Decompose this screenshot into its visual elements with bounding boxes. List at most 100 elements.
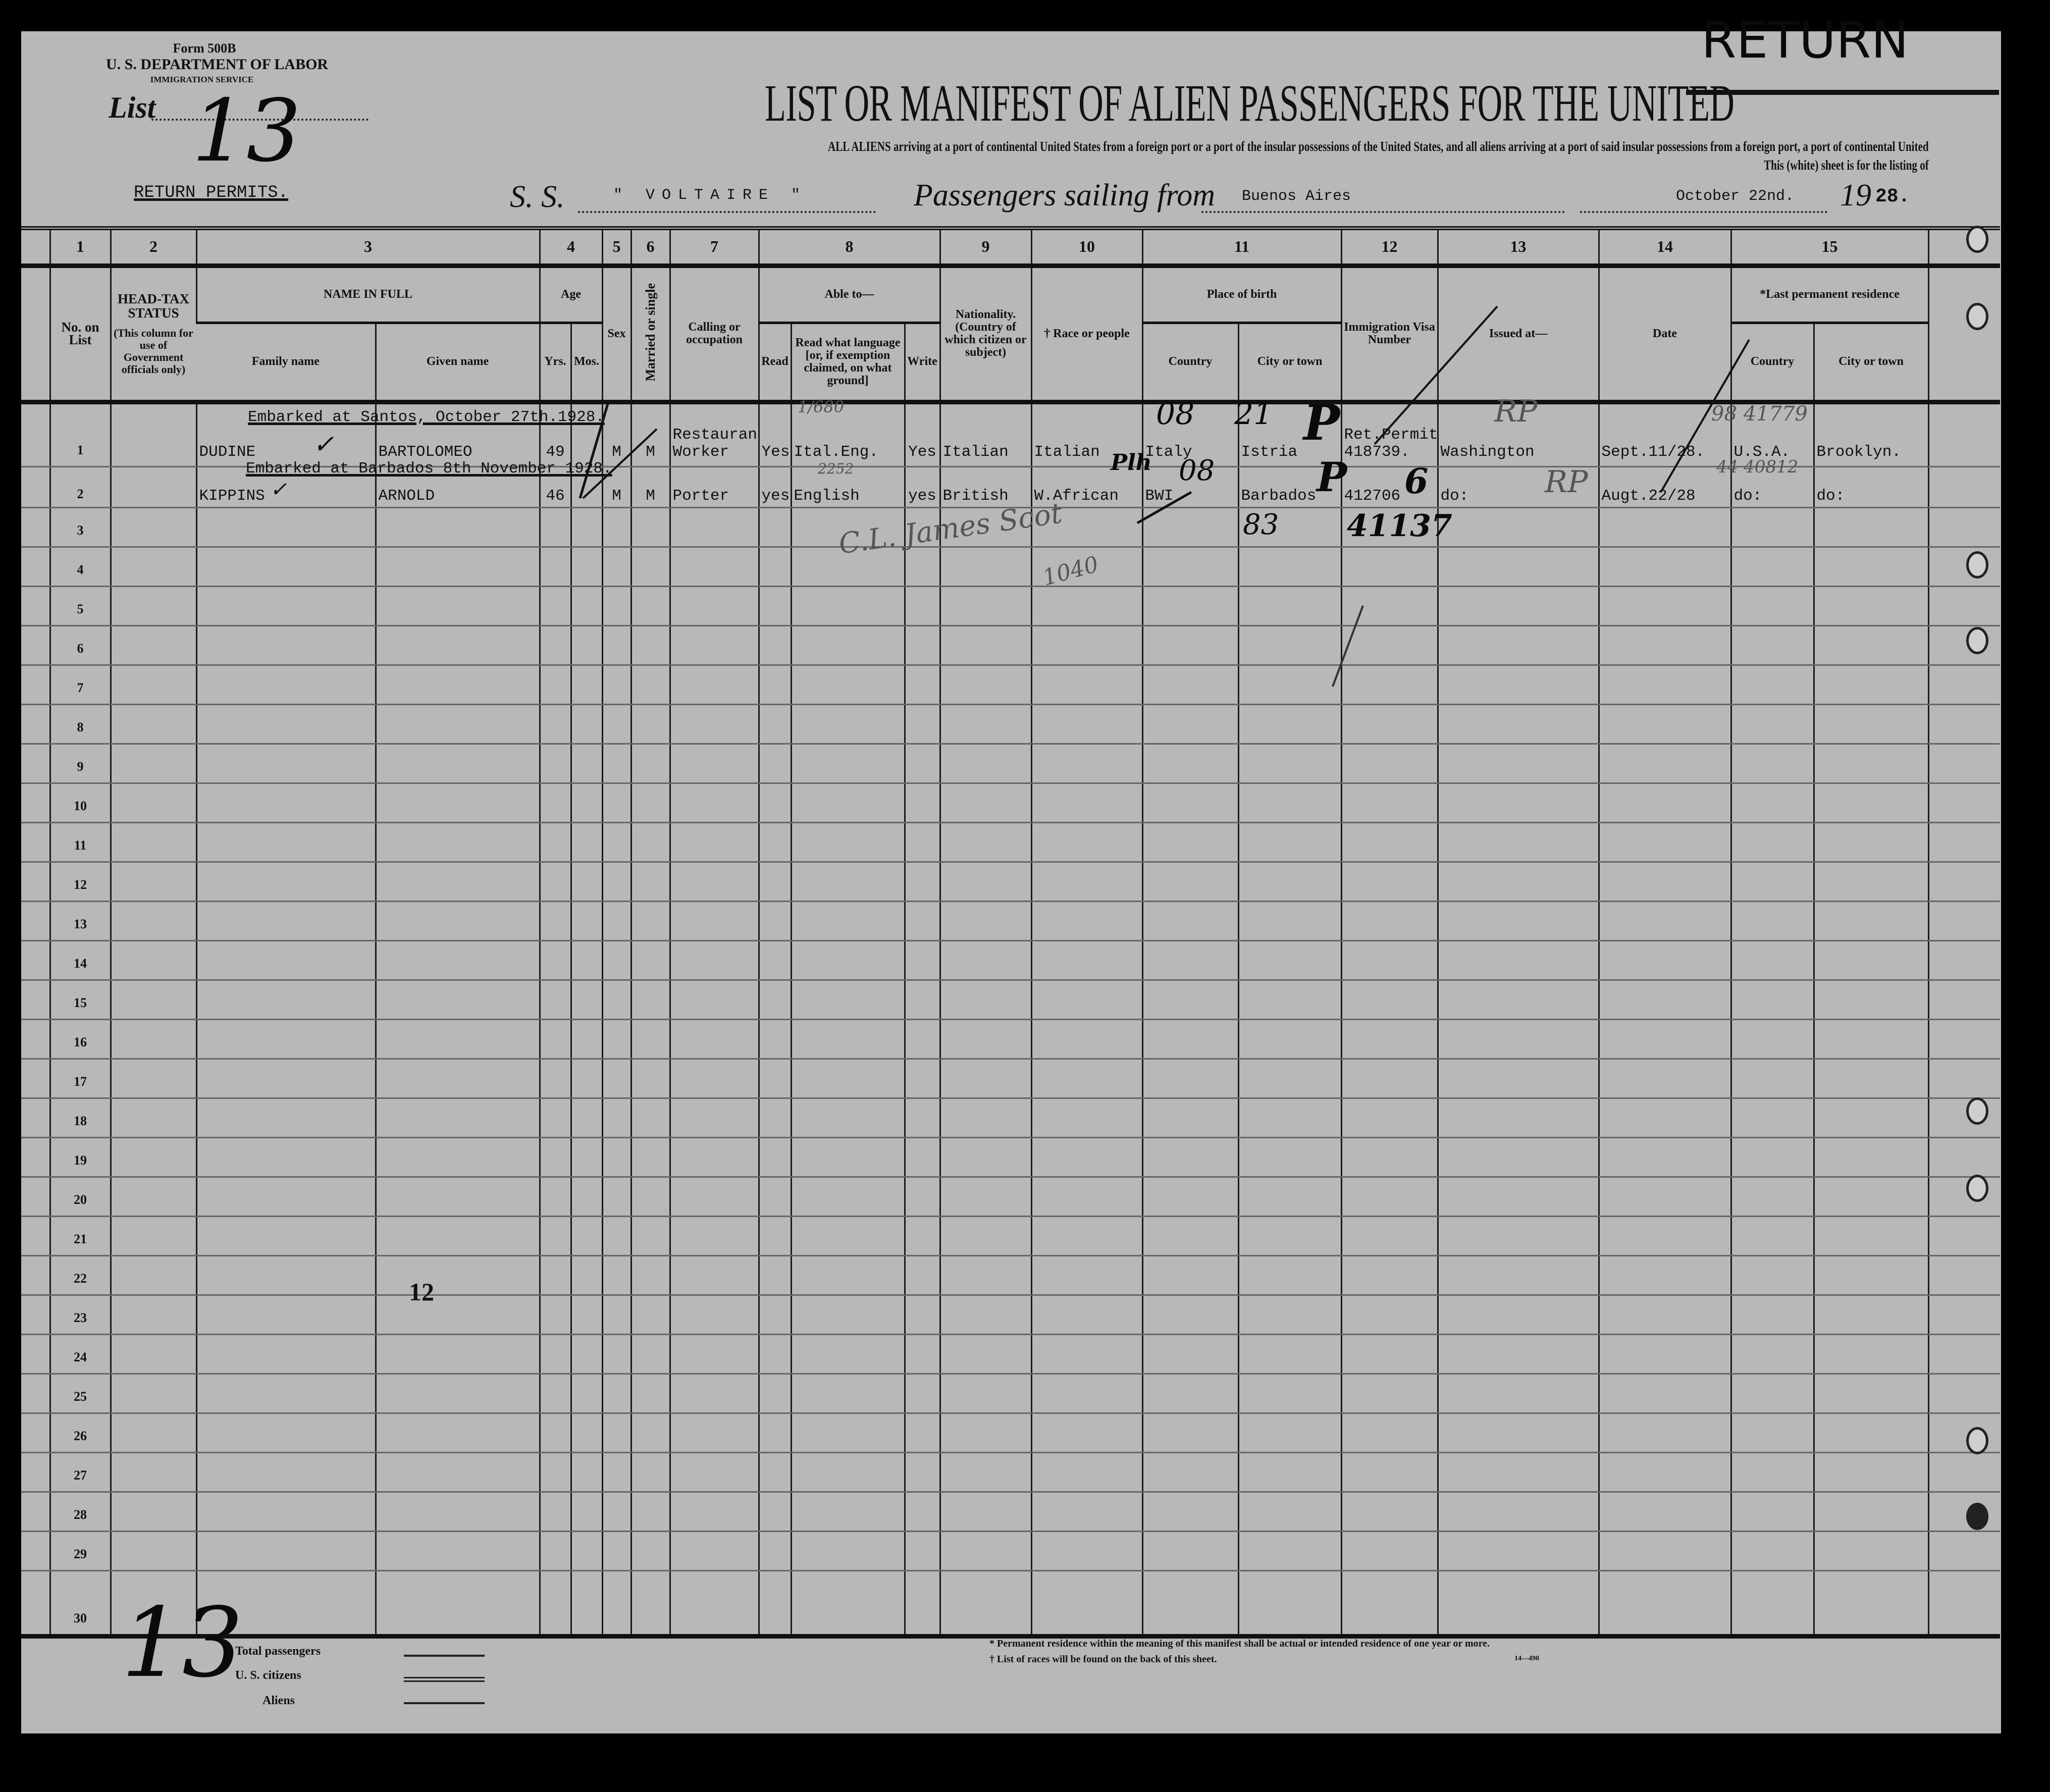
sailing-label: Passengers sailing from	[914, 178, 1216, 213]
header-nationality: Nationality. (Country of which citizen o…	[939, 266, 1032, 402]
header-name-in-full: NAME IN FULL	[195, 266, 540, 324]
binder-hole	[1966, 1097, 1988, 1125]
cell-read	[758, 704, 791, 745]
margin-cell	[21, 1570, 50, 1639]
hw-rp-2: RP	[1545, 464, 1588, 500]
margin-cell	[1927, 1413, 2001, 1453]
cell-race	[1030, 862, 1143, 902]
cell-res-city	[1813, 1098, 1929, 1138]
cell-visa	[1340, 665, 1438, 705]
cell-occupation	[669, 822, 759, 863]
margin	[1927, 228, 2001, 266]
cell-res-city	[1813, 625, 1929, 666]
cell-date	[1598, 1137, 1731, 1178]
cell-date	[1598, 1413, 1731, 1453]
cell-date	[1598, 1531, 1731, 1571]
cell-issued-at	[1437, 1334, 1599, 1375]
cell-race	[1030, 980, 1143, 1020]
cell-occupation	[669, 625, 759, 666]
cell-occupation	[669, 1019, 759, 1060]
margin-cell	[1927, 1374, 2001, 1414]
margin-cell	[1927, 1452, 2001, 1493]
cell-family	[195, 1531, 376, 1571]
cell-family	[195, 1374, 376, 1414]
binder-hole	[1966, 551, 1988, 578]
cell-visa	[1340, 507, 1438, 548]
cell-no: 12	[49, 862, 111, 902]
table-row: 1 DUDINE BARTOLOMEO 49 M M Restaurant Worker Ye…	[21, 402, 2001, 467]
header-write: Write	[904, 323, 940, 402]
header-head-tax: HEAD-TAX STATUS (This column for use of …	[110, 266, 196, 402]
cell-visa: Ret.Permit 418739.	[1340, 402, 1438, 467]
cell-visa	[1340, 1177, 1438, 1217]
cell-nationality	[939, 1059, 1032, 1099]
cell-no: 7	[49, 665, 111, 705]
cell-no: 25	[49, 1374, 111, 1414]
cell-birth-city	[1237, 1177, 1342, 1217]
margin-cell	[21, 901, 50, 941]
cell-married	[630, 704, 670, 745]
cell-birth-country	[1141, 744, 1239, 784]
cell-res-country	[1730, 1059, 1814, 1099]
cell-yrs	[539, 625, 571, 666]
cell-res-country	[1730, 1413, 1814, 1453]
cell-language	[790, 665, 905, 705]
col-num-7: 7	[669, 228, 759, 266]
year-prefix: 19	[1840, 178, 1871, 213]
cell-race	[1030, 1019, 1143, 1060]
cell-res-city	[1813, 547, 1929, 587]
cell-write	[904, 547, 940, 587]
header-date: Date	[1598, 266, 1731, 402]
cell-read	[758, 586, 791, 626]
cell-given	[375, 1255, 540, 1296]
cell-res-country	[1730, 1255, 1814, 1296]
cell-yrs	[539, 980, 571, 1020]
cell-head-tax	[110, 1570, 196, 1639]
cell-sex	[601, 625, 631, 666]
ss-label: S. S.	[510, 180, 565, 214]
cell-race	[1030, 586, 1143, 626]
table-row: 2 KIPPINS ARNOLD 46 M M Porter yes English yes Bri…	[21, 466, 2001, 508]
port-line	[1201, 211, 1565, 213]
hw-birth-city-2: 83	[1243, 508, 1279, 541]
cell-res-city	[1813, 1019, 1929, 1060]
table-row: 10	[21, 783, 2001, 823]
cell-sex	[601, 822, 631, 863]
cell-yrs	[539, 1413, 571, 1453]
cell-birth-city	[1237, 1492, 1342, 1532]
cell-nationality	[939, 862, 1032, 902]
margin-cell	[1927, 507, 2001, 548]
header-race: † Race or people	[1030, 266, 1143, 402]
cell-visa	[1340, 1255, 1438, 1296]
cell-nationality	[939, 1216, 1032, 1256]
cell-write: Yes	[904, 402, 940, 467]
cell-no: 3	[49, 507, 111, 548]
cell-read	[758, 1413, 791, 1453]
margin	[1927, 266, 2001, 402]
cell-read	[758, 980, 791, 1020]
cell-head-tax	[110, 1492, 196, 1532]
margin-cell	[21, 1295, 50, 1335]
cell-given	[375, 822, 540, 863]
margin-cell	[21, 1019, 50, 1060]
cell-read: Yes	[758, 402, 791, 467]
cell-family	[195, 1334, 376, 1375]
cell-write	[904, 822, 940, 863]
header-read-language: Read what language [or, if exemption cla…	[790, 323, 905, 402]
cell-nationality	[939, 1098, 1032, 1138]
cell-head-tax	[110, 625, 196, 666]
margin-cell	[1927, 901, 2001, 941]
col-num-5: 5	[601, 228, 631, 266]
ship-name: " VOLTAIRE "	[613, 187, 808, 204]
cell-visa	[1340, 1137, 1438, 1178]
cell-visa	[1340, 980, 1438, 1020]
col-num-14: 14	[1598, 228, 1731, 266]
cell-sex	[601, 507, 631, 548]
cell-write	[904, 862, 940, 902]
cell-race	[1030, 1492, 1143, 1532]
cell-no: 28	[49, 1492, 111, 1532]
cell-race	[1030, 744, 1143, 784]
cell-read	[758, 744, 791, 784]
cell-given	[375, 625, 540, 666]
page-title: LIST OR MANIFEST OF ALIEN PASSENGERS FOR…	[765, 74, 1734, 132]
